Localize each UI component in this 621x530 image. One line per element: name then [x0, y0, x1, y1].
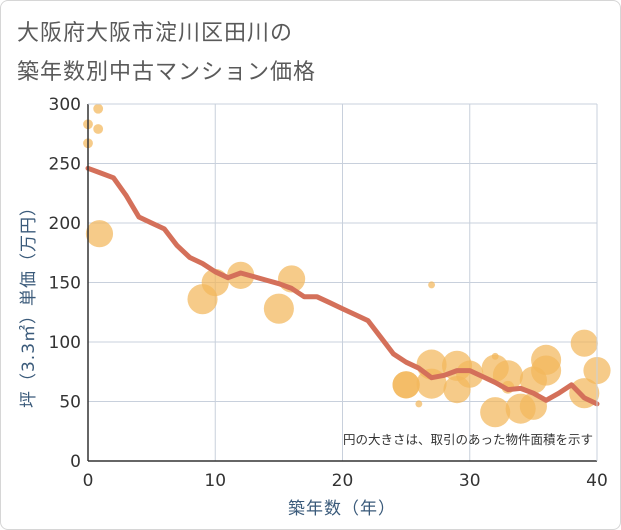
bubble	[415, 400, 423, 408]
x-tick-label: 30	[459, 471, 481, 491]
y-tick-label: 250	[49, 155, 81, 175]
bubble	[85, 220, 114, 248]
chart-title-line-2: 築年数別中古マンション価格	[17, 60, 317, 85]
y-tick-label: 100	[49, 333, 81, 353]
size-note: 円の大きさは、取引のあった物件面積を示す	[343, 432, 593, 447]
bubble	[93, 103, 104, 114]
y-axis-title: 坪（3.3㎡）単価（万円）	[19, 198, 39, 408]
bubble	[416, 368, 447, 399]
y-tick-label: 0	[70, 452, 81, 472]
x-axis-title: 築年数（年）	[288, 499, 396, 519]
x-tick-label: 20	[332, 471, 354, 491]
y-tick-label: 300	[49, 95, 81, 115]
chart-title-line-1: 大阪府大阪市淀川区田川の	[17, 21, 294, 46]
bubble	[570, 329, 598, 357]
x-tick-label: 10	[204, 471, 226, 491]
x-tick-label: 40	[586, 471, 608, 491]
bubble	[456, 360, 484, 388]
y-tick-label: 150	[49, 274, 81, 294]
trend-line	[85, 165, 600, 407]
bubble	[480, 397, 511, 428]
x-tick-labels: 0 10 20 30 40	[83, 471, 608, 491]
bubble	[531, 355, 562, 386]
x-tick-label: 0	[83, 471, 94, 491]
bubble	[392, 371, 420, 399]
bubble	[93, 124, 104, 134]
y-tick-label: 200	[49, 214, 81, 234]
bubble	[428, 281, 436, 289]
bubble	[263, 293, 294, 324]
y-tick-labels: 0 50 100 150 200 250 300	[49, 95, 81, 472]
y-tick-label: 50	[59, 393, 81, 413]
axis-lines	[87, 103, 598, 462]
